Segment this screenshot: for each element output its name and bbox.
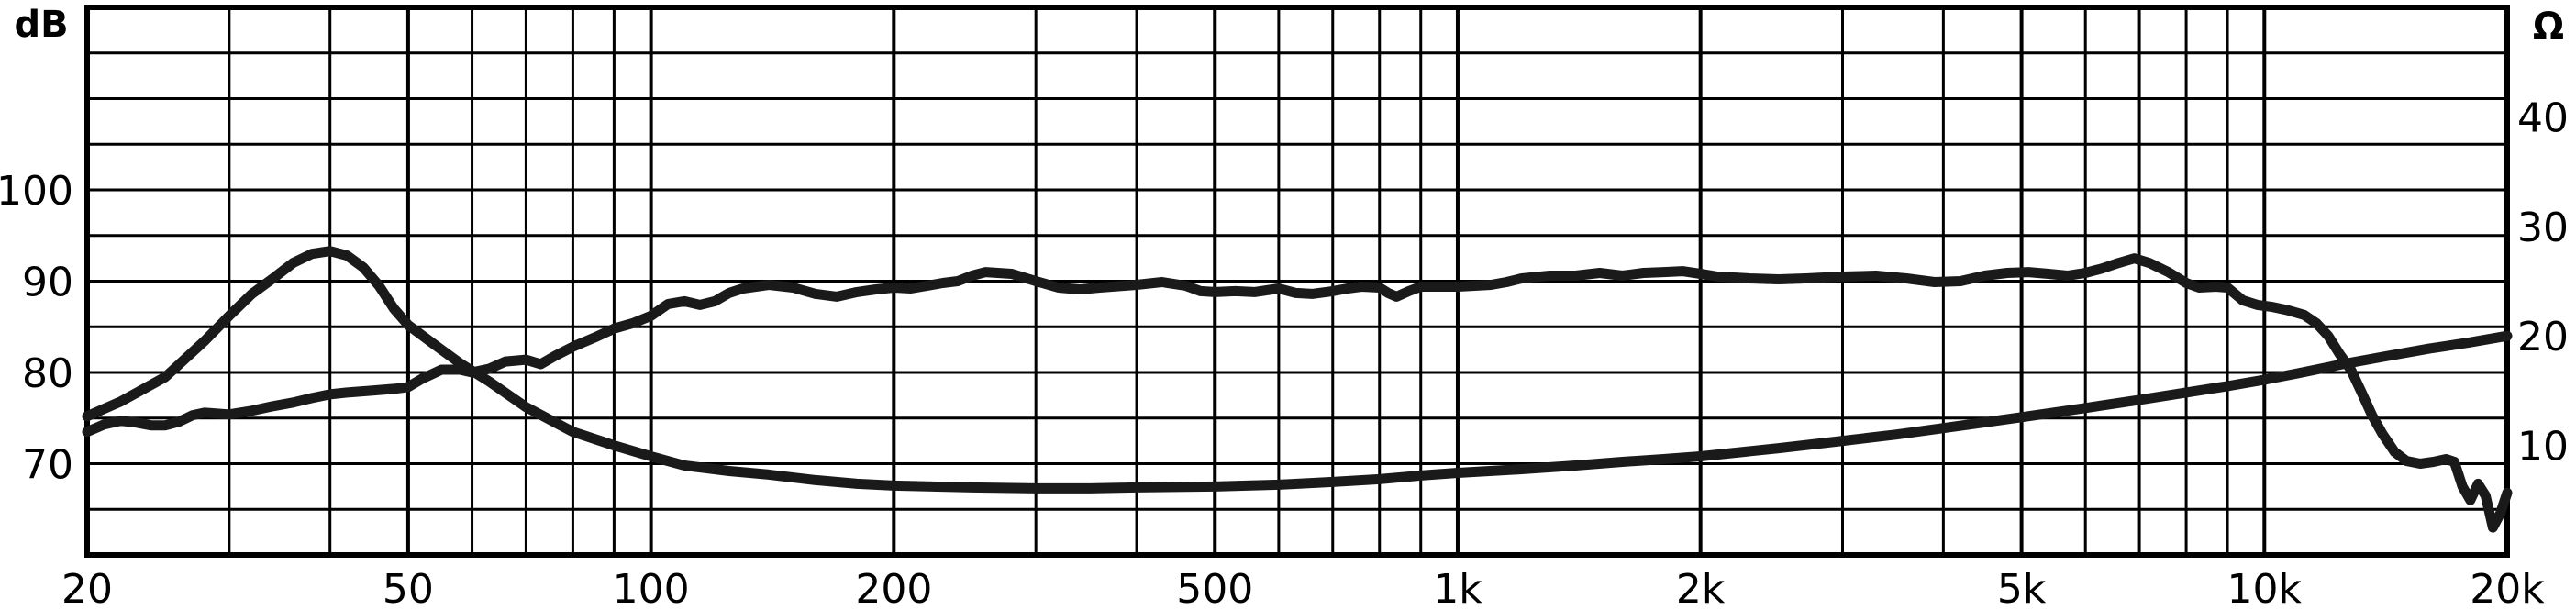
series-line-1 — [82, 246, 2513, 494]
right-y-tick-label: 30 — [2517, 205, 2569, 251]
curves — [82, 246, 2513, 533]
left-axis-unit-label: dB — [14, 4, 68, 46]
right-y-tick-label: 40 — [2517, 94, 2569, 141]
grid-horizontal-lines — [87, 51, 2507, 511]
x-tick-label: 1k — [1433, 566, 1482, 610]
x-tick-label: 500 — [1176, 566, 1253, 610]
x-tick-label: 50 — [383, 566, 434, 610]
left-y-tick-label: 70 — [22, 442, 73, 489]
x-tick-labels: 20 50 100 200 500 1k 2k 5k 10k 20k — [61, 566, 2545, 610]
right-y-tick-labels: 10 20 30 40 — [2517, 94, 2569, 470]
x-tick-label: 100 — [613, 566, 690, 610]
plot-frame — [84, 5, 2510, 558]
right-y-tick-label: 20 — [2517, 314, 2569, 360]
left-y-tick-label: 80 — [22, 350, 73, 397]
x-tick-label: 5k — [1997, 566, 2047, 610]
left-y-tick-label: 100 — [0, 168, 73, 215]
left-y-tick-labels: 70 80 90 100 — [0, 168, 73, 489]
x-tick-label: 20k — [2470, 566, 2545, 610]
x-tick-label: 2k — [1676, 566, 1726, 610]
x-tick-label: 200 — [855, 566, 932, 610]
right-axis-unit-label: Ω — [2533, 6, 2564, 48]
x-tick-label: 10k — [2227, 566, 2303, 610]
left-y-tick-label: 90 — [22, 260, 73, 306]
x-tick-label: 20 — [61, 566, 113, 610]
right-y-tick-label: 10 — [2517, 424, 2569, 471]
series-line-2 — [82, 253, 2513, 533]
